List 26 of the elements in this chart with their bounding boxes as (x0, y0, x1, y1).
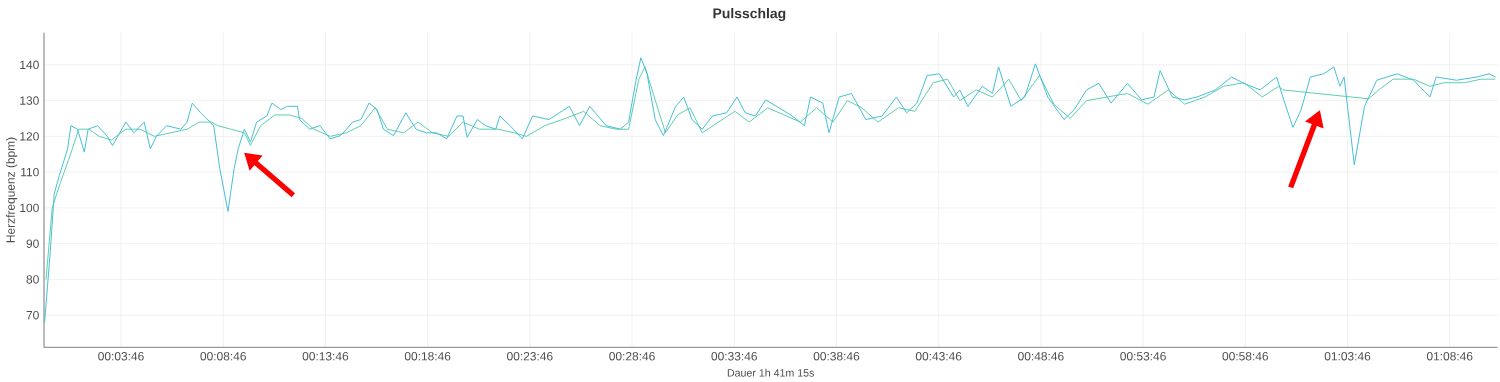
y-tick-label: 140 (20, 60, 39, 70)
y-tick-label: 90 (26, 239, 39, 248)
y-tick-label: 70 (26, 310, 39, 320)
y-tick-label: 110 (21, 167, 39, 177)
y-axis-title: Herzfrequenz (bpm) (6, 137, 18, 243)
x-tick-label: 00:43:46 (915, 352, 962, 361)
y-tick-label: 100 (20, 203, 39, 213)
x-tick-label: 00:13:46 (302, 352, 349, 361)
x-axis-title: Dauer 1h 41m 15s (727, 368, 814, 377)
x-tick-label: 00:58:46 (1222, 352, 1269, 361)
x-tick-label: 00:48:46 (1018, 352, 1064, 361)
x-tick-label: 01:08:46 (1426, 352, 1473, 361)
y-tick-label: 80 (26, 275, 39, 284)
x-tick-label: 00:53:46 (1120, 352, 1166, 361)
x-tick-label: 00:03:46 (98, 352, 144, 361)
x-tick-label: 01:03:46 (1324, 352, 1371, 361)
x-tick-label: 00:08:46 (200, 352, 246, 361)
chart-title: Pulsschlag (713, 8, 786, 22)
y-tick-label: 120 (20, 132, 39, 141)
x-tick-label: 00:38:46 (813, 352, 860, 361)
y-tick-label: 130 (20, 96, 39, 105)
x-tick-label: 00:18:46 (404, 352, 451, 361)
x-tick-label: 00:28:46 (609, 352, 655, 361)
line-series (44, 57, 1496, 323)
x-tick-label: 00:23:46 (507, 352, 553, 361)
x-tick-label: 00:33:46 (711, 352, 757, 361)
